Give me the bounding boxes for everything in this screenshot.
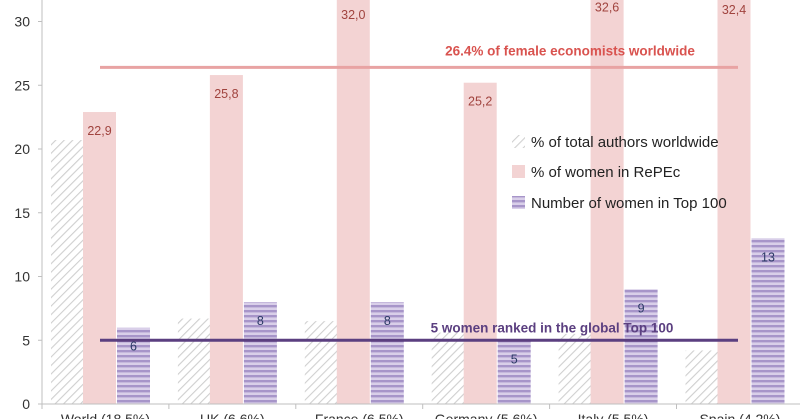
- bar: [304, 321, 338, 404]
- bar: [243, 302, 277, 404]
- y-tick-label: 30: [14, 14, 30, 30]
- bar: [370, 302, 404, 404]
- reference-line-label: 26.4% of female economists worldwide: [445, 43, 695, 58]
- legend: % of total authors worldwide % of women i…: [512, 134, 727, 212]
- y-tick-label: 25: [14, 77, 30, 93]
- x-tick-label: Germany (5.6%): [435, 411, 538, 419]
- axes: 0 5 10 15 20 25 30 World (18.5%) UK (6.6%) France…: [14, 0, 800, 419]
- bar: [83, 112, 116, 405]
- legend-label: % of women in RePEc: [531, 164, 681, 181]
- y-tick-label: 20: [14, 141, 30, 157]
- data-label: 8: [257, 314, 264, 328]
- data-label: 9: [638, 301, 645, 315]
- y-tick-label: 10: [14, 269, 30, 285]
- x-tick-label: Spain (4.2%): [699, 411, 780, 419]
- data-label: 13: [761, 250, 775, 264]
- data-label: 6: [130, 340, 137, 354]
- data-label: 32,6: [595, 0, 619, 14]
- bar: [177, 318, 211, 404]
- legend-swatch: [512, 196, 525, 209]
- bar: [336, 0, 370, 404]
- x-tick-label: UK (6.6%): [200, 411, 265, 419]
- x-tick-label: France (6.5%): [315, 411, 404, 419]
- legend-label: Number of women in Top 100: [531, 195, 727, 212]
- data-label: 22,9: [87, 124, 111, 138]
- data-label: 8: [384, 314, 391, 328]
- x-tick-label: Italy (5.5%): [578, 411, 649, 419]
- data-label: 25,2: [468, 95, 492, 109]
- data-labels: 22,9 25,8 32,0 25,2 32,6 32,4 6 8 8 5 9 13: [87, 0, 775, 366]
- bar: [51, 140, 84, 404]
- reference-lines: 26.4% of female economists worldwide 5 wo…: [100, 43, 738, 342]
- legend-swatch: [512, 165, 525, 178]
- bar: [209, 75, 243, 405]
- data-label: 32,0: [341, 8, 365, 22]
- y-tick-label: 15: [14, 205, 30, 221]
- bar: [463, 82, 497, 404]
- bar: [431, 332, 465, 404]
- y-tick-label: 0: [22, 396, 30, 412]
- data-label: 32,4: [722, 3, 746, 17]
- legend-label: % of total authors worldwide: [531, 134, 719, 151]
- y-tick-label: 5: [22, 332, 30, 348]
- bars-layer: [51, 0, 785, 405]
- data-label: 25,8: [214, 87, 238, 101]
- bar: [558, 333, 592, 404]
- bar: [751, 238, 785, 404]
- bar: [685, 350, 719, 404]
- x-tick-label: World (18.5%): [61, 411, 150, 419]
- data-label: 5: [511, 352, 518, 366]
- reference-line-label: 5 women ranked in the global Top 100: [431, 320, 674, 335]
- bar: [497, 340, 531, 404]
- bar: [624, 289, 658, 404]
- legend-swatch: [512, 135, 525, 148]
